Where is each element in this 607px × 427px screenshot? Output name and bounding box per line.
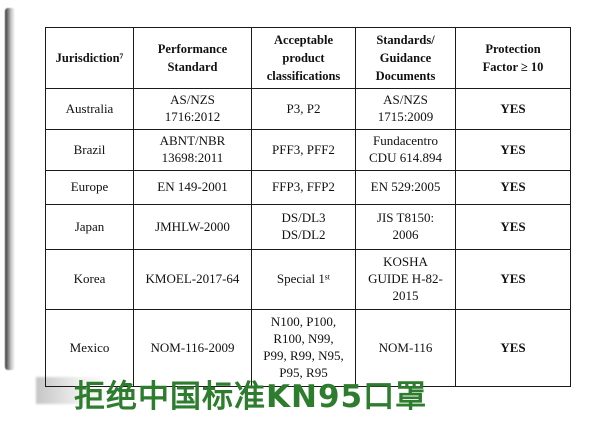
col-header-standards-guidance: Standards/ Guidance Documents (355, 27, 456, 89)
cell-protection-factor: YES (455, 249, 571, 310)
table-row-korea: Korea KMOEL-2017-64 Special 1ˢᵗ KOSHA GU… (45, 249, 571, 310)
table-row-japan: Japan JMHLW-2000 DS/DL3 DS/DL2 JIS T8150… (45, 204, 571, 250)
cell-guidance-document: NOM-116 (355, 309, 456, 387)
scan-artifact-left-edge (5, 8, 15, 370)
cell-protection-factor: YES (455, 309, 571, 387)
cell-performance-standard: JMHLW-2000 (133, 204, 252, 250)
table-row-brazil: Brazil ABNT/NBR 13698:2011 PFF3, PFF2 Fu… (45, 129, 571, 171)
cell-guidance-document: KOSHA GUIDE H-82- 2015 (355, 249, 456, 310)
cell-jurisdiction: Korea (45, 249, 134, 310)
table-row-australia: Australia AS/NZS 1716:2012 P3, P2 AS/NZS… (45, 88, 571, 130)
cell-jurisdiction: Australia (45, 88, 134, 130)
cell-classifications: PFF3, PFF2 (251, 129, 356, 171)
cell-classifications: Special 1ˢᵗ (251, 249, 356, 310)
cell-performance-standard: ABNT/NBR 13698:2011 (133, 129, 252, 171)
cell-guidance-document: Fundacentro CDU 614.894 (355, 129, 456, 171)
cell-protection-factor: YES (455, 204, 571, 250)
table-header-row: Jurisdiction⁷ Performance Standard Accep… (45, 27, 571, 89)
cell-protection-factor: YES (455, 170, 571, 205)
cell-performance-standard: NOM-116-2009 (133, 309, 252, 387)
cell-classifications: FFP3, FFP2 (251, 170, 356, 205)
table-row-europe: Europe EN 149-2001 FFP3, FFP2 EN 529:200… (45, 170, 571, 205)
col-header-jurisdiction: Jurisdiction⁷ (45, 27, 134, 89)
cell-jurisdiction: Brazil (45, 129, 134, 171)
caption-text: 拒绝中国标准KN95口罩 (74, 379, 428, 415)
cell-classifications: P3, P2 (251, 88, 356, 130)
cell-guidance-document: EN 529:2005 (355, 170, 456, 205)
cell-guidance-document: AS/NZS 1715:2009 (355, 88, 456, 130)
cell-performance-standard: EN 149-2001 (133, 170, 252, 205)
cell-performance-standard: KMOEL-2017-64 (133, 249, 252, 310)
cell-performance-standard: AS/NZS 1716:2012 (133, 88, 252, 130)
cell-protection-factor: YES (455, 129, 571, 171)
cell-jurisdiction: Japan (45, 204, 134, 250)
cell-protection-factor: YES (455, 88, 571, 130)
col-header-protection-factor: Protection Factor ≥ 10 (455, 27, 571, 89)
cell-classifications: DS/DL3 DS/DL2 (251, 204, 356, 250)
col-header-performance-standard: Performance Standard (133, 27, 252, 89)
cell-jurisdiction: Mexico (45, 309, 134, 387)
respirator-standards-table: Jurisdiction⁷ Performance Standard Accep… (45, 27, 571, 387)
cell-jurisdiction: Europe (45, 170, 134, 205)
col-header-acceptable-classifications: Acceptable product classifications (251, 27, 356, 89)
table-row-mexico: Mexico NOM-116-2009 N100, P100, R100, N9… (45, 309, 571, 387)
cell-guidance-document: JIS T8150: 2006 (355, 204, 456, 250)
cell-classifications: N100, P100, R100, N99, P99, R99, N95, P9… (251, 309, 356, 387)
